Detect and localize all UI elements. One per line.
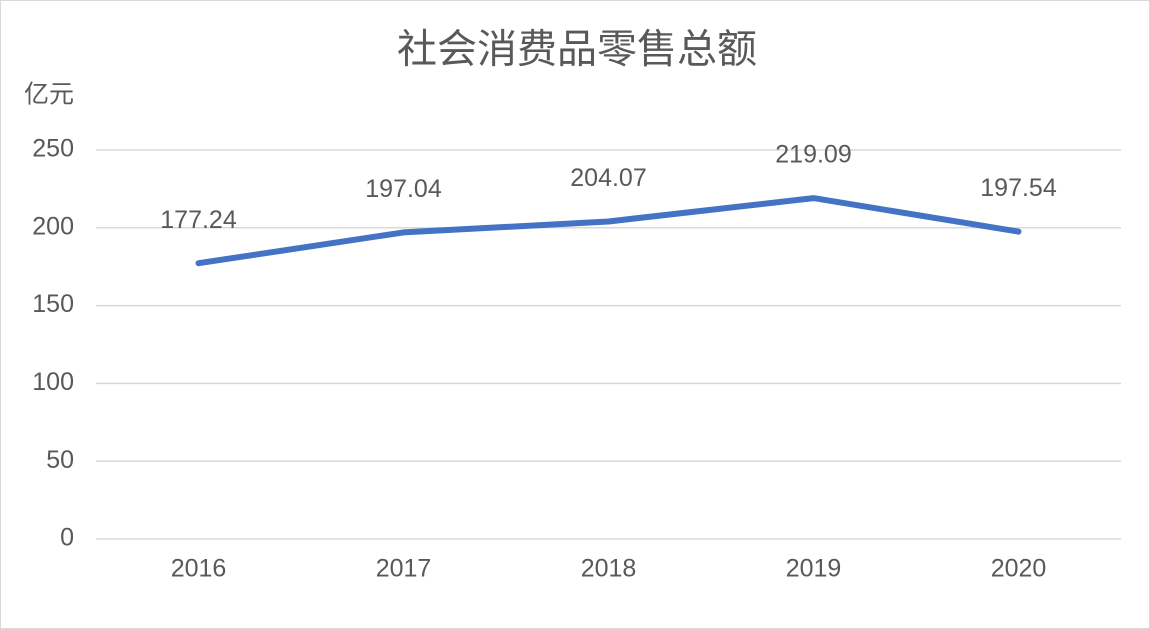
chart-title: 社会消费品零售总额	[397, 28, 757, 72]
data-label: 197.04	[365, 175, 442, 203]
data-line	[195, 195, 1022, 267]
data-label: 204.07	[570, 164, 646, 192]
y-tick-label: 200	[32, 212, 74, 240]
data-label: 219.09	[775, 141, 851, 169]
y-tick-label: 0	[60, 524, 74, 552]
x-tick-label: 2020	[991, 555, 1047, 583]
y-tick-label: 150	[32, 290, 74, 318]
x-tick-label: 2018	[581, 555, 637, 583]
data-label: 177.24	[160, 206, 237, 234]
y-axis-label: 亿元	[24, 81, 74, 109]
x-tick-label: 2017	[376, 555, 432, 583]
x-tick-label: 2016	[171, 555, 227, 583]
x-tick-label: 2019	[786, 555, 842, 583]
y-tick-label: 50	[46, 446, 74, 474]
data-label: 197.54	[980, 174, 1057, 202]
y-tick-label: 250	[32, 135, 74, 163]
y-tick-label: 100	[32, 368, 74, 396]
